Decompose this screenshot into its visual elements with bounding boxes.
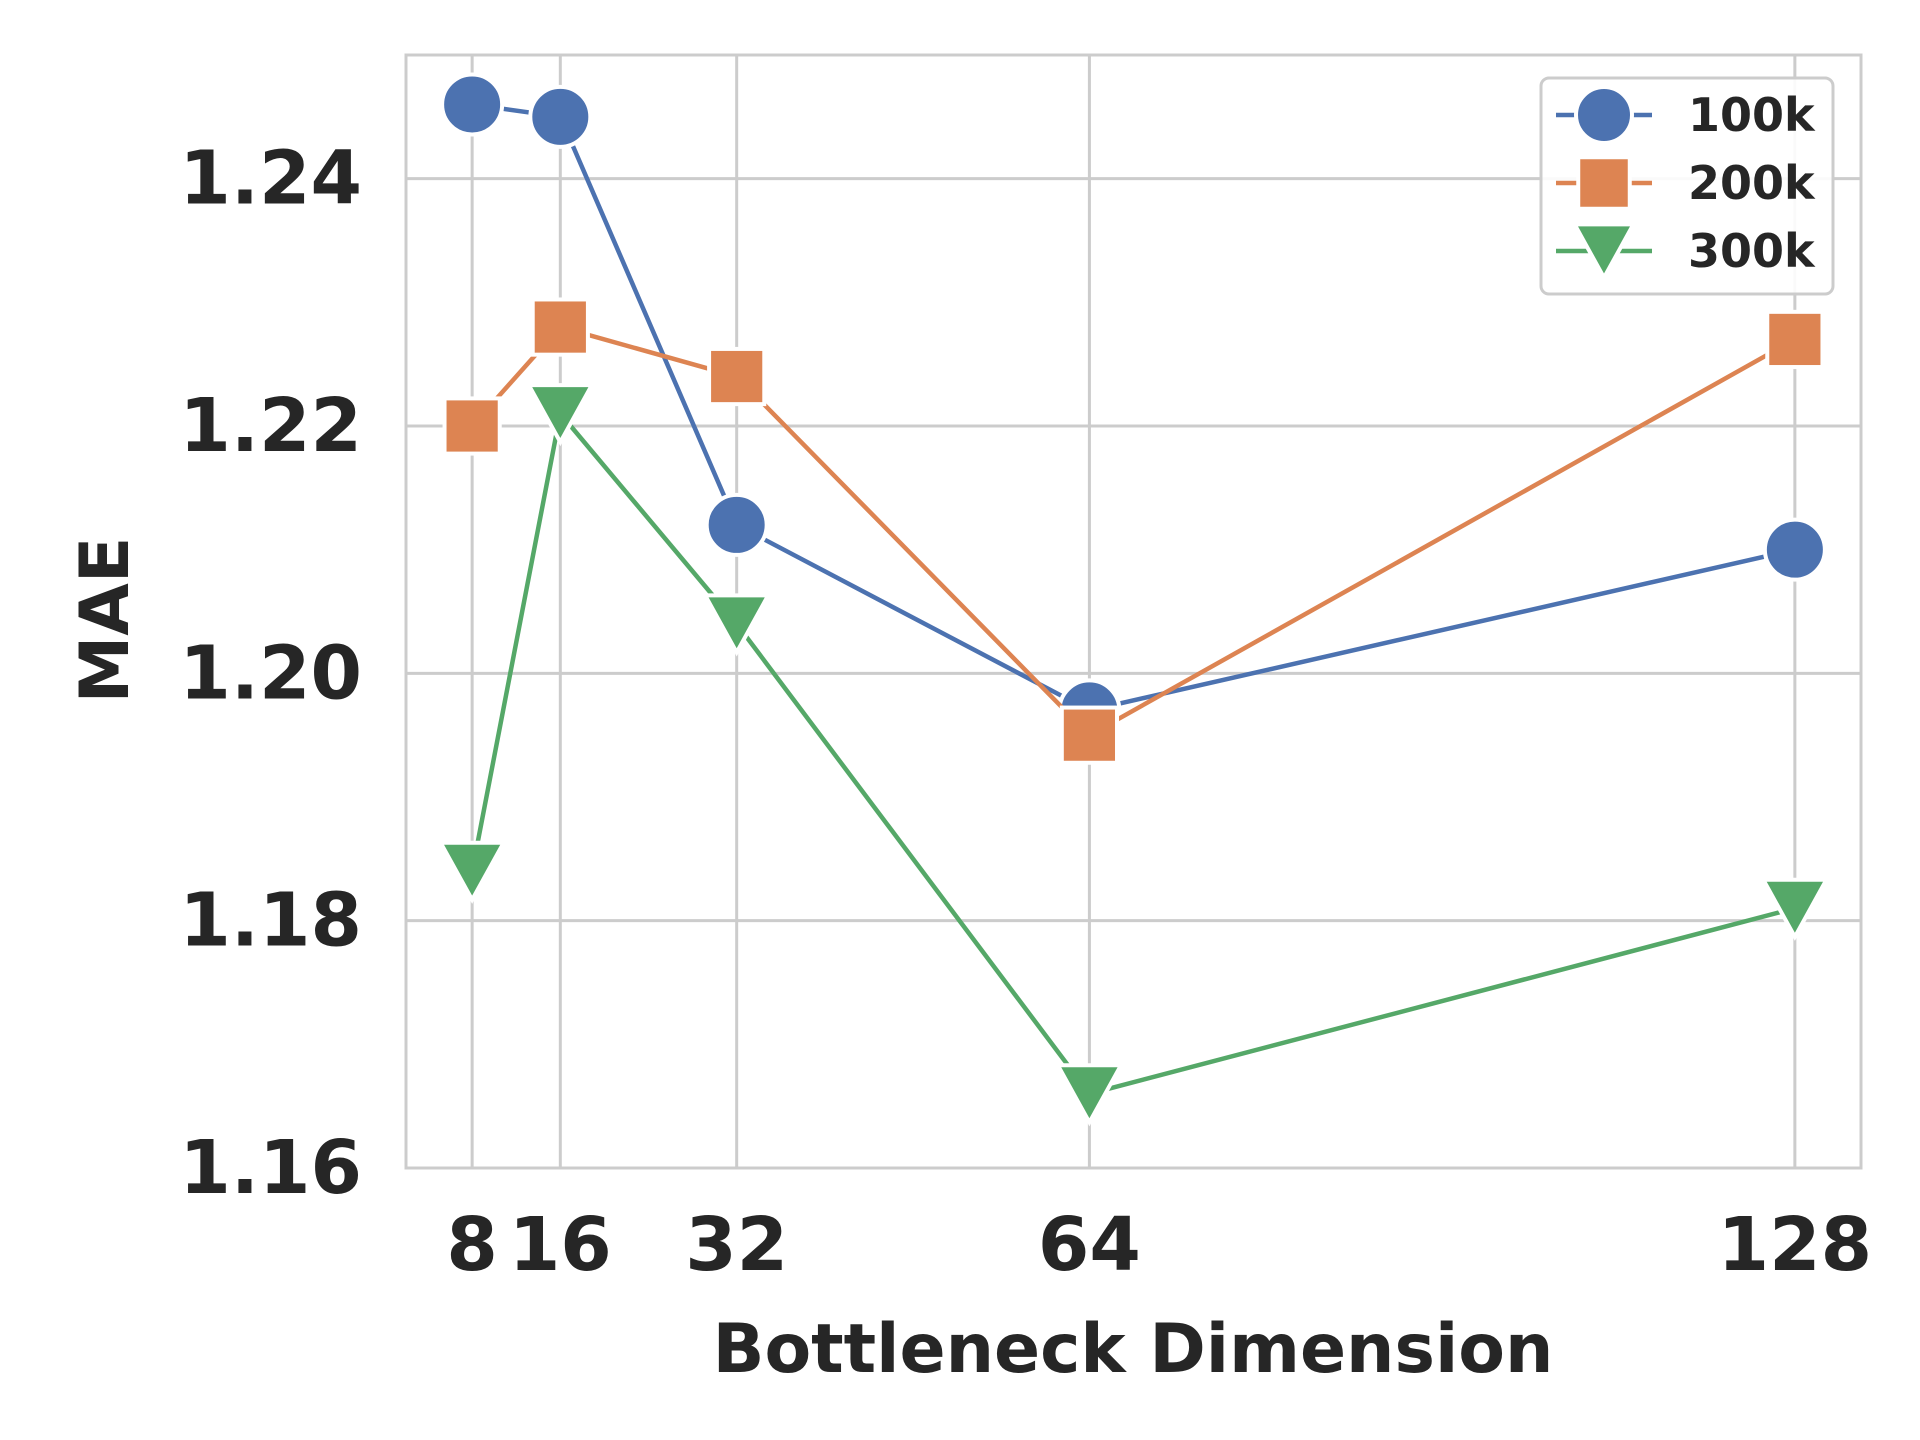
y-tick-labels: 1.16 1.18 1.20 1.22 1.24 bbox=[179, 136, 362, 1211]
data-point-100k-8 bbox=[440, 72, 505, 137]
x-tick-label-2: 32 bbox=[685, 1202, 788, 1288]
data-point-300k-32 bbox=[701, 593, 772, 657]
x-tick-labels: 8 16 32 64 128 bbox=[446, 1202, 1872, 1288]
plot-frame bbox=[404, 53, 1863, 1170]
data-point-300k-8 bbox=[437, 840, 508, 904]
data-point-300k-128 bbox=[1759, 877, 1830, 941]
y-tick-label-0: 1.16 bbox=[179, 1125, 362, 1211]
series-300k bbox=[437, 383, 1830, 1127]
data-point-300k-16 bbox=[525, 383, 596, 447]
legend-marker-200k bbox=[1576, 155, 1632, 211]
legend: 100k 200k 300k bbox=[1539, 76, 1835, 296]
x-tick-label-0: 8 bbox=[446, 1202, 498, 1288]
data-point-200k-8 bbox=[442, 396, 502, 456]
legend-marker-100k bbox=[1574, 85, 1634, 145]
legend-label-200k: 200k bbox=[1688, 156, 1816, 210]
y-tick-label-3: 1.22 bbox=[179, 383, 362, 469]
data-point-200k-16 bbox=[530, 297, 590, 357]
x-axis-title: Bottleneck Dimension bbox=[713, 1310, 1554, 1389]
x-tick-label-1: 16 bbox=[509, 1202, 612, 1288]
x-tick-label-4: 128 bbox=[1718, 1202, 1872, 1288]
x-tick-label-3: 64 bbox=[1038, 1202, 1141, 1288]
data-point-100k-128 bbox=[1762, 517, 1827, 582]
data-point-300k-64 bbox=[1054, 1063, 1125, 1127]
data-point-200k-32 bbox=[707, 346, 767, 407]
y-axis-title: MAE bbox=[66, 537, 145, 704]
data-point-200k-64 bbox=[1059, 705, 1120, 765]
data-point-100k-32 bbox=[704, 492, 769, 557]
legend-label-300k: 300k bbox=[1688, 224, 1816, 278]
y-tick-label-2: 1.20 bbox=[179, 630, 362, 716]
y-tick-label-4: 1.24 bbox=[179, 136, 362, 222]
series-layer bbox=[437, 72, 1830, 1127]
data-point-200k-128 bbox=[1765, 309, 1825, 370]
data-point-100k-16 bbox=[528, 84, 593, 149]
legend-marker-300k bbox=[1571, 222, 1637, 282]
series-200k bbox=[442, 297, 1825, 765]
legend-label-100k: 100k bbox=[1688, 88, 1816, 142]
grid-lines bbox=[406, 55, 1861, 1170]
y-tick-label-1: 1.18 bbox=[179, 878, 362, 964]
